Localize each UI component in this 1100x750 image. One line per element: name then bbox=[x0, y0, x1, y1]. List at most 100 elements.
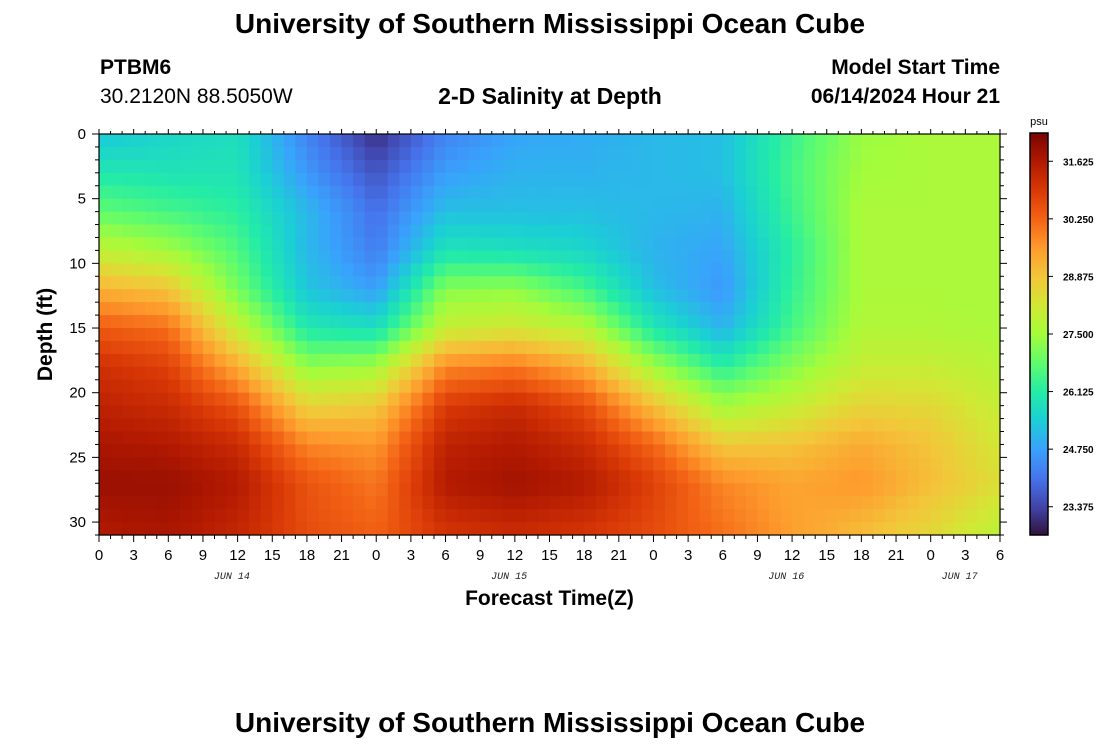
colorbar-tick-label: 24.750 bbox=[1063, 445, 1094, 456]
heatmap-cell bbox=[745, 159, 759, 174]
heatmap-cell bbox=[803, 172, 816, 187]
heatmap-cell bbox=[410, 457, 424, 471]
heatmap-cell bbox=[110, 444, 123, 458]
heatmap-cell bbox=[491, 405, 504, 420]
heatmap-cell bbox=[457, 185, 470, 200]
heatmap-cell bbox=[665, 134, 678, 148]
heatmap-cell bbox=[988, 522, 1001, 536]
heatmap-cell bbox=[457, 159, 470, 174]
heatmap-cell bbox=[618, 159, 631, 174]
heatmap-cell bbox=[665, 302, 678, 316]
heatmap-cell bbox=[942, 134, 955, 148]
heatmap-cell bbox=[491, 134, 504, 148]
heatmap-cell bbox=[919, 379, 932, 394]
heatmap-cell bbox=[884, 263, 897, 277]
heatmap-cell bbox=[272, 392, 285, 407]
heatmap-cell bbox=[410, 509, 424, 523]
heatmap-cell bbox=[826, 405, 839, 420]
heatmap-cell bbox=[110, 185, 123, 200]
heatmap-cell bbox=[503, 315, 516, 329]
heatmap-cell bbox=[514, 185, 527, 200]
heatmap-cell bbox=[145, 198, 158, 213]
colorbar-tick-label: 26.125 bbox=[1063, 388, 1094, 399]
heatmap-cell bbox=[976, 522, 990, 536]
heatmap-cell bbox=[665, 172, 678, 187]
heatmap-cell bbox=[145, 431, 158, 446]
heatmap-cell bbox=[526, 185, 539, 200]
heatmap-cell bbox=[503, 353, 516, 368]
heatmap-cell bbox=[745, 496, 759, 510]
heatmap-cell bbox=[457, 289, 470, 303]
heatmap-cell bbox=[387, 340, 400, 355]
colorbar-tick-label: 23.375 bbox=[1063, 503, 1094, 514]
heatmap-cell bbox=[838, 250, 851, 264]
heatmap-cell bbox=[341, 470, 354, 484]
heatmap-cell bbox=[122, 457, 135, 471]
heatmap-cell bbox=[168, 211, 181, 226]
heatmap-cell bbox=[364, 146, 377, 161]
heatmap-cell bbox=[884, 522, 897, 536]
heatmap-cell bbox=[283, 276, 296, 290]
heatmap-cell bbox=[295, 457, 308, 471]
heatmap-cell bbox=[896, 457, 909, 471]
heatmap-cell bbox=[803, 353, 816, 368]
heatmap-cell bbox=[445, 366, 458, 381]
heatmap-cell bbox=[953, 315, 966, 329]
heatmap-cell bbox=[295, 315, 308, 329]
heatmap-cell bbox=[930, 405, 943, 420]
heatmap-cell bbox=[249, 496, 262, 510]
heatmap-cell bbox=[503, 198, 516, 213]
heatmap-cell bbox=[341, 522, 354, 536]
heatmap-cell bbox=[907, 146, 920, 161]
heatmap-cell bbox=[503, 159, 516, 174]
heatmap-cell bbox=[676, 353, 689, 368]
heatmap-cell bbox=[688, 185, 701, 200]
heatmap-cell bbox=[202, 211, 216, 226]
heatmap-cell bbox=[792, 224, 805, 239]
heatmap-cell bbox=[849, 134, 862, 148]
heatmap-cell bbox=[226, 146, 239, 161]
heatmap-cell bbox=[861, 289, 874, 303]
heatmap-cell bbox=[330, 302, 343, 316]
heatmap-cell bbox=[768, 172, 782, 187]
heatmap-cell bbox=[838, 522, 851, 536]
heatmap-cell bbox=[179, 134, 193, 148]
heatmap-cell bbox=[803, 302, 816, 316]
heatmap-cell bbox=[965, 146, 978, 161]
heatmap-cell bbox=[872, 470, 886, 484]
heatmap-cell bbox=[480, 470, 493, 484]
heatmap-cell bbox=[376, 444, 389, 458]
heatmap-cell bbox=[745, 224, 759, 239]
heatmap-cell bbox=[630, 211, 643, 226]
heatmap-cell bbox=[376, 302, 389, 316]
heatmap-cell bbox=[306, 522, 320, 536]
heatmap-cell bbox=[376, 431, 389, 446]
heatmap-cell bbox=[179, 289, 193, 303]
x-tick-label: 3 bbox=[407, 547, 415, 564]
heatmap-cell bbox=[930, 457, 943, 471]
heatmap-cell bbox=[433, 185, 447, 200]
heatmap-cell bbox=[561, 172, 574, 187]
heatmap-cell bbox=[341, 224, 354, 239]
heatmap-cell bbox=[688, 483, 701, 497]
heatmap-cell bbox=[272, 224, 285, 239]
heatmap-cell bbox=[156, 237, 169, 252]
heatmap-cell bbox=[480, 366, 493, 381]
heatmap-cell bbox=[410, 418, 424, 433]
heatmap-cell bbox=[283, 315, 296, 329]
heatmap-cell bbox=[953, 379, 966, 394]
heatmap-cell bbox=[145, 457, 158, 471]
heatmap-cell bbox=[318, 134, 331, 148]
heatmap-cell bbox=[872, 444, 886, 458]
heatmap-cell bbox=[249, 224, 262, 239]
heatmap-cell bbox=[537, 457, 551, 471]
heatmap-cell bbox=[768, 418, 782, 433]
heatmap-cell bbox=[768, 366, 782, 381]
heatmap-cell bbox=[179, 366, 193, 381]
heatmap-cell bbox=[445, 418, 458, 433]
heatmap-cell bbox=[480, 392, 493, 407]
heatmap-cell bbox=[653, 263, 666, 277]
heatmap-cell bbox=[745, 237, 759, 252]
heatmap-cell bbox=[653, 159, 666, 174]
heatmap-cell bbox=[491, 496, 504, 510]
